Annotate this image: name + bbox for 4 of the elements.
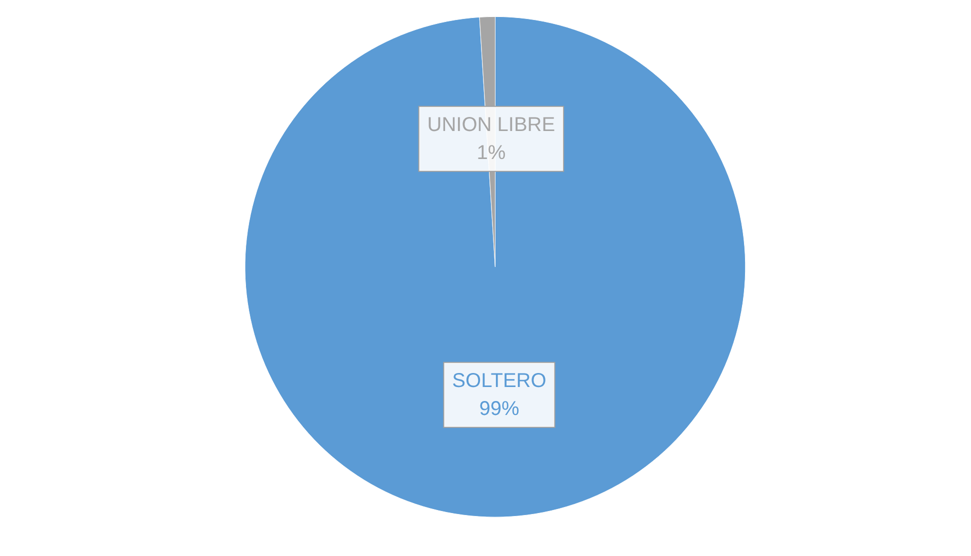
data-label: 1% — [476, 142, 506, 164]
slice-label: SOLTERO — [452, 370, 546, 392]
slice-label: UNION LIBRE — [427, 114, 556, 136]
data-label: 99% — [479, 398, 520, 420]
